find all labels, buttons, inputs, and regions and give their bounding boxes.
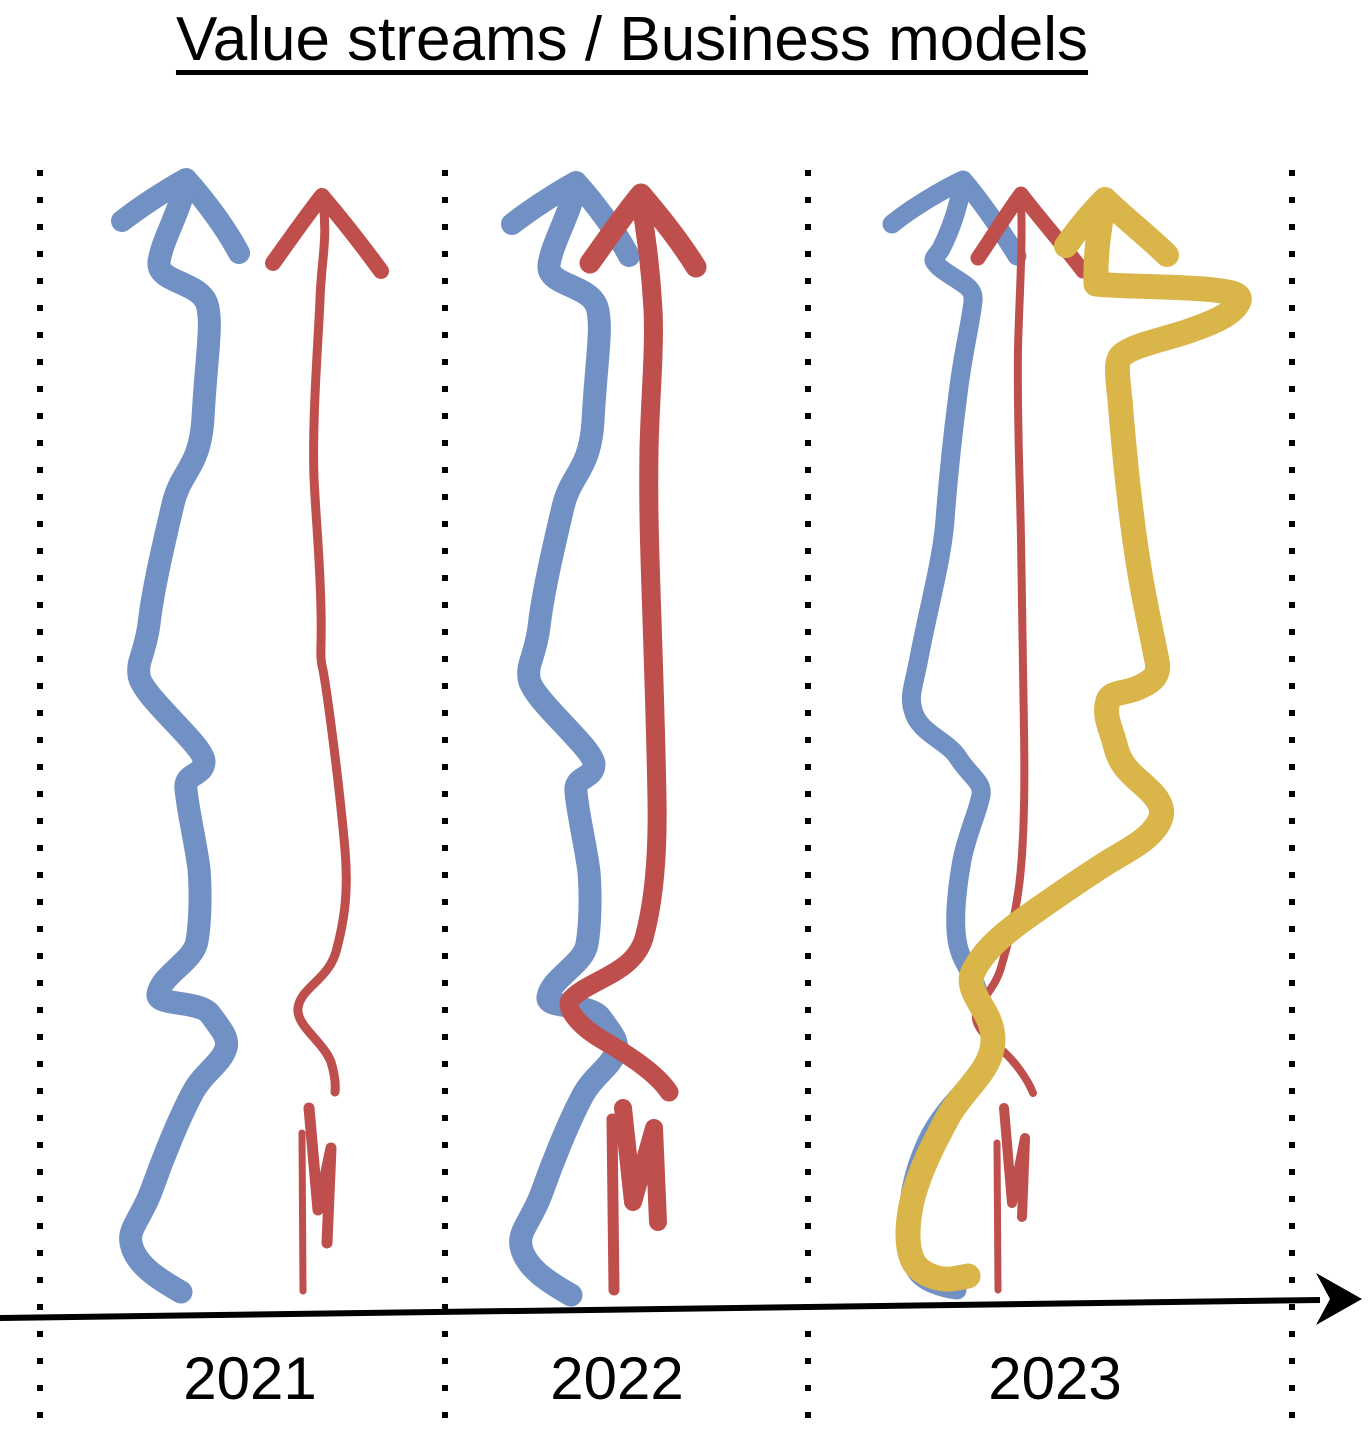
value-stream-blue-2021	[122, 179, 239, 1292]
arrow-zigzag	[303, 1102, 337, 1249]
arrow-zigzag	[999, 1103, 1030, 1222]
arrow-head	[265, 188, 389, 279]
value-stream-red-2021	[265, 188, 389, 1295]
diagram-title: Value streams / Business models	[175, 5, 1089, 74]
timeline-axis-line	[0, 1297, 1321, 1321]
arrow-body	[895, 193, 1252, 1292]
arrow-tail	[606, 1113, 620, 1296]
arrow-zigzag	[614, 1099, 667, 1231]
arrow-head	[1054, 187, 1179, 267]
year-label-2023: 2023	[988, 1345, 1122, 1412]
timeline-arrowhead-icon	[1316, 1273, 1362, 1325]
value-stream-red-2022	[559, 183, 707, 1296]
year-label-2021: 2021	[183, 1345, 317, 1412]
arrow-tail	[298, 1129, 307, 1295]
value-stream-yellow-2023	[895, 187, 1252, 1292]
year-label-2022: 2022	[550, 1345, 684, 1412]
section-2023	[882, 170, 1252, 1300]
value-stream-red-2023	[970, 186, 1091, 1294]
arrow-body	[293, 197, 351, 1097]
arrow-tail	[993, 1139, 1002, 1294]
arrow-body	[559, 193, 679, 1102]
section-2022	[512, 182, 707, 1296]
section-2021	[122, 179, 389, 1295]
